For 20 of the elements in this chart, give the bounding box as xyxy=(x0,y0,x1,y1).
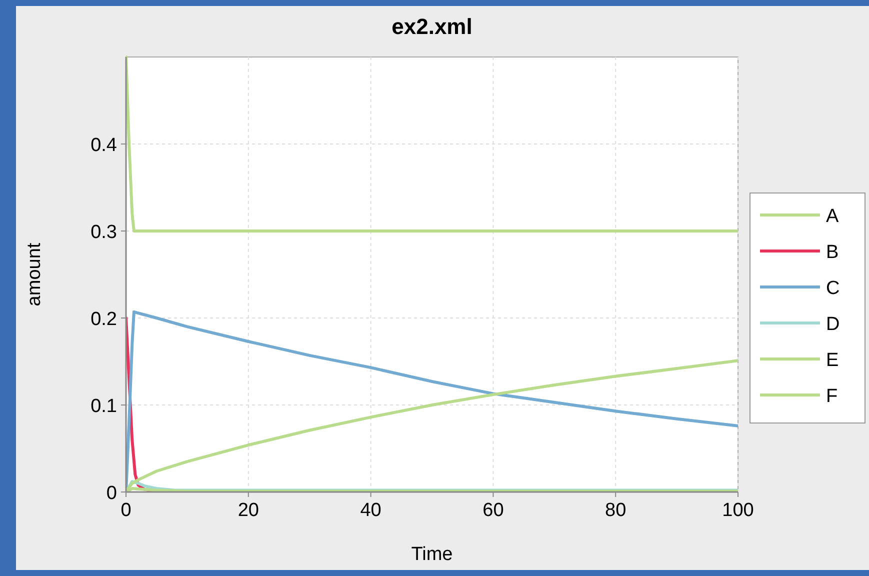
x-tick-label: 40 xyxy=(360,500,382,521)
y-tick-label: 0.4 xyxy=(90,135,118,156)
x-tick-label: 60 xyxy=(482,500,504,521)
x-tick-label: 80 xyxy=(605,500,626,521)
legend-label: B xyxy=(826,242,839,263)
chart-title: ex2.xml xyxy=(392,14,472,39)
legend-label: D xyxy=(826,314,840,335)
x-tick-label: 20 xyxy=(238,500,259,521)
y-axis-title: amount xyxy=(24,242,45,306)
legend-label: E xyxy=(826,350,839,371)
x-tick-label: 100 xyxy=(722,500,754,521)
y-tick-label: 0.3 xyxy=(90,222,117,243)
y-tick-label: 0 xyxy=(106,483,117,504)
y-tick-label: 0.1 xyxy=(90,396,117,417)
legend-label: F xyxy=(826,386,838,407)
y-tick-label: 0.2 xyxy=(90,309,117,330)
legend-label: C xyxy=(826,278,840,299)
legend-label: A xyxy=(826,206,839,227)
x-tick-label: 0 xyxy=(120,500,132,521)
x-axis-title: Time xyxy=(411,544,453,565)
